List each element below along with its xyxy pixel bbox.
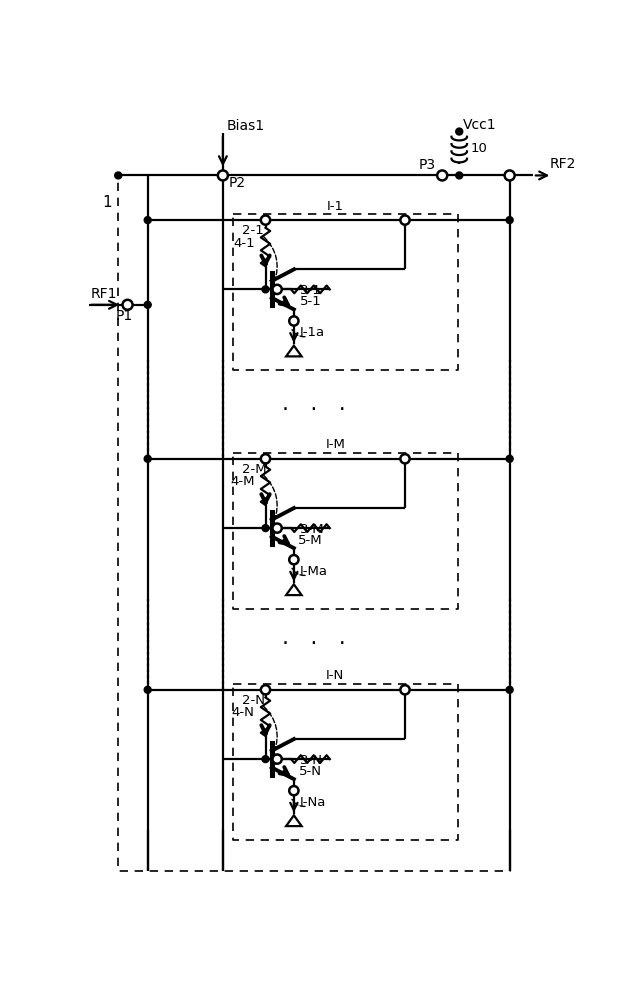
Circle shape: [506, 217, 513, 224]
Text: I-Ma: I-Ma: [300, 565, 328, 578]
Text: ·   ·   ·: · · ·: [282, 400, 346, 420]
Circle shape: [456, 172, 463, 179]
Circle shape: [261, 685, 270, 694]
Circle shape: [272, 754, 282, 764]
Text: I-Na: I-Na: [300, 796, 326, 809]
Circle shape: [144, 455, 151, 462]
Text: 4-M: 4-M: [230, 475, 254, 488]
Text: Vcc1: Vcc1: [463, 118, 497, 132]
Circle shape: [456, 128, 463, 135]
Text: I-1: I-1: [327, 200, 343, 213]
Circle shape: [506, 455, 513, 462]
Text: 3-N: 3-N: [300, 754, 323, 767]
Text: ·   ·   ·: · · ·: [282, 634, 346, 654]
Text: P2: P2: [229, 176, 246, 190]
Circle shape: [144, 301, 151, 308]
Circle shape: [504, 170, 515, 180]
Text: 2-1: 2-1: [242, 224, 264, 237]
Circle shape: [289, 555, 298, 564]
Circle shape: [289, 316, 298, 326]
Text: 2-M: 2-M: [242, 463, 267, 476]
Circle shape: [506, 172, 513, 179]
Text: RF1: RF1: [91, 287, 118, 301]
Text: I-N: I-N: [326, 669, 344, 682]
Text: 4-1: 4-1: [233, 237, 254, 250]
Circle shape: [261, 454, 270, 463]
Circle shape: [144, 686, 151, 693]
Circle shape: [262, 756, 269, 763]
Circle shape: [144, 217, 151, 224]
Text: I-M: I-M: [325, 438, 345, 451]
Text: 1: 1: [102, 195, 112, 210]
Circle shape: [289, 786, 298, 795]
Circle shape: [400, 685, 410, 694]
Circle shape: [114, 172, 121, 179]
Circle shape: [506, 686, 513, 693]
Text: P3: P3: [419, 158, 436, 172]
Circle shape: [400, 454, 410, 463]
Text: 5-M: 5-M: [298, 534, 322, 547]
Circle shape: [400, 215, 410, 225]
Text: I-1a: I-1a: [300, 326, 325, 339]
Text: 5-1: 5-1: [300, 295, 321, 308]
Text: RF2: RF2: [550, 157, 576, 171]
Circle shape: [272, 285, 282, 294]
Circle shape: [437, 170, 447, 180]
Text: 2-N: 2-N: [242, 694, 265, 707]
Text: P1: P1: [116, 309, 133, 323]
Circle shape: [262, 286, 269, 293]
Text: 3-M: 3-M: [300, 523, 325, 536]
Text: 10: 10: [470, 142, 487, 155]
Text: 4-N: 4-N: [232, 706, 254, 719]
Text: 3-1: 3-1: [300, 284, 322, 297]
Circle shape: [123, 300, 132, 310]
Circle shape: [262, 525, 269, 532]
Text: Bias1: Bias1: [227, 119, 265, 133]
Circle shape: [272, 523, 282, 533]
Text: 5-N: 5-N: [299, 765, 322, 778]
Circle shape: [261, 215, 270, 225]
Circle shape: [218, 170, 228, 180]
